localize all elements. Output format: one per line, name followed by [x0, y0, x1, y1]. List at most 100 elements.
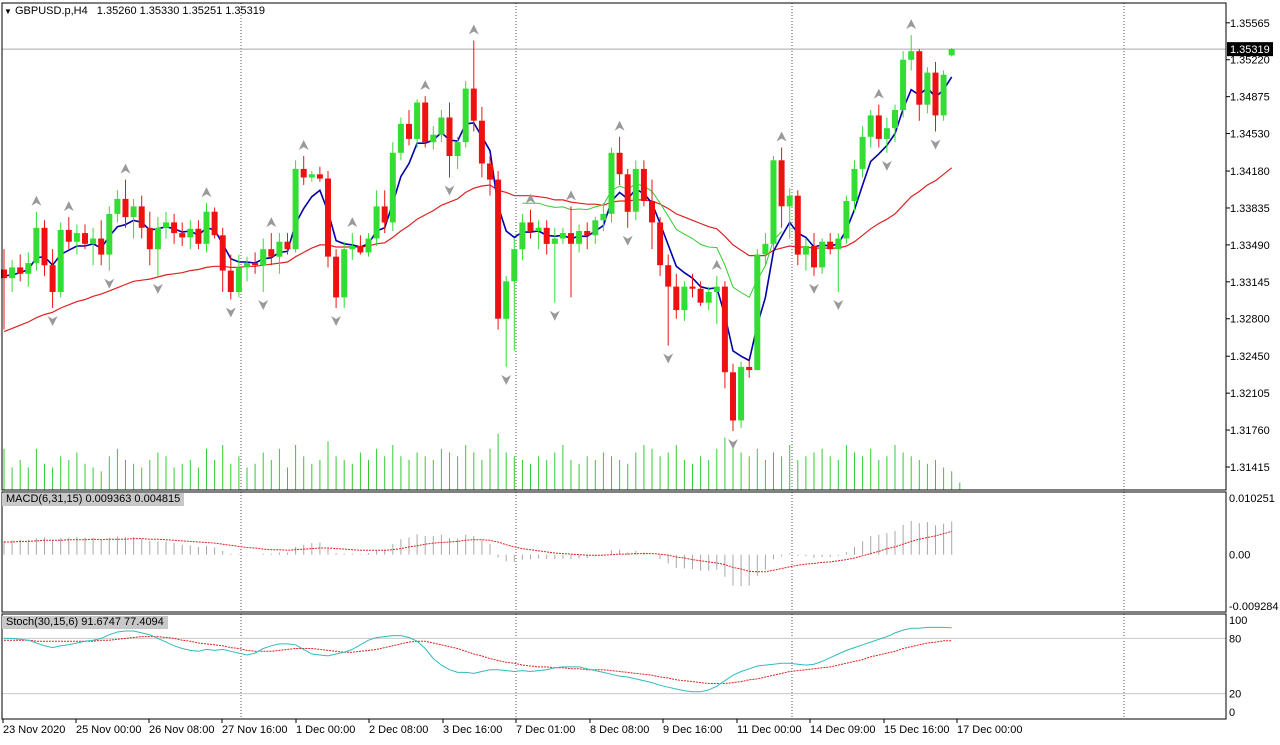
fractal-down-arrow-icon	[258, 299, 269, 310]
candle-body	[25, 263, 32, 274]
fractal-up-arrow-icon	[711, 259, 722, 270]
time-tick-label: 11 Dec 00:00	[737, 724, 802, 736]
candle-body	[875, 115, 882, 139]
candle-body	[478, 120, 485, 164]
candle-body	[414, 102, 421, 139]
candle-body	[122, 198, 129, 218]
time-tick-label: 25 Nov 00:00	[76, 724, 141, 736]
time-tick-label: 17 Dec 00:00	[957, 724, 1022, 736]
stoch-tick-label: 100	[1229, 615, 1247, 627]
candle-body	[446, 117, 453, 156]
time-tick-label: 14 Dec 09:00	[810, 724, 875, 736]
chart-menu-arrow-icon[interactable]: ▼	[4, 7, 12, 16]
macd-tick-label: -0.009284	[1229, 601, 1279, 613]
candle-body	[940, 74, 947, 116]
candle-body	[316, 174, 323, 179]
candle-body	[908, 51, 915, 60]
candle-body	[527, 222, 534, 231]
candle-body	[811, 246, 817, 268]
time-tick-label: 27 Nov 16:00	[222, 724, 287, 736]
fractal-down-arrow-icon	[47, 316, 58, 327]
ma-slow-line	[3, 167, 953, 333]
candle-body	[900, 59, 907, 110]
candle-body	[649, 201, 655, 223]
candle-body	[568, 233, 574, 244]
candle-body	[892, 110, 898, 129]
candle-body	[235, 267, 242, 292]
candle-body	[713, 286, 720, 292]
candle-body	[49, 265, 56, 292]
candle-body	[519, 222, 526, 250]
candle-body	[187, 228, 194, 238]
candle-body	[705, 292, 712, 303]
candle-body	[114, 198, 121, 214]
price-tick-label: 1.32450	[1230, 351, 1270, 363]
fractal-down-arrow-icon	[833, 299, 844, 310]
candle-body	[794, 195, 801, 255]
fractal-up-arrow-icon	[906, 19, 917, 30]
fractal-up-arrow-icon	[266, 217, 277, 228]
stochastic-panel[interactable]	[2, 626, 1226, 695]
candle-body	[138, 206, 145, 228]
price-tick-label: 1.31415	[1230, 462, 1270, 474]
fractal-up-arrow-icon	[63, 201, 74, 212]
candle-body	[82, 233, 88, 244]
candle-body	[689, 286, 696, 289]
ma-fast-line	[3, 76, 953, 362]
candle-body	[73, 233, 80, 242]
candle-body	[365, 238, 372, 253]
fractal-down-arrow-icon	[809, 283, 819, 294]
fractal-down-arrow-icon	[104, 278, 115, 289]
price-tick-label: 1.32800	[1230, 314, 1270, 326]
fractal-down-arrow-icon	[152, 283, 163, 294]
candle-body	[9, 267, 16, 279]
candle-body	[600, 213, 607, 221]
price-tick-label: 1.33145	[1230, 277, 1270, 289]
candle-body	[487, 163, 493, 180]
fractal-down-arrow-icon	[881, 160, 892, 171]
candle-body	[462, 88, 469, 143]
candle-body	[98, 238, 105, 255]
stoch-main-line	[4, 626, 952, 693]
candle-body	[341, 249, 348, 298]
candle-body	[673, 286, 680, 311]
candle-body	[397, 123, 404, 153]
volume-bars	[3, 433, 961, 490]
time-tick-label: 8 Dec 08:00	[590, 724, 649, 736]
stoch-label: Stoch(30,15,6) 91.6747 77.4094	[2, 616, 168, 629]
candlesticks[interactable]	[1, 35, 955, 432]
candle-body	[203, 211, 210, 244]
candle-body	[827, 241, 834, 250]
candle-body	[746, 366, 753, 371]
candle-body	[438, 117, 445, 135]
candle-body	[252, 263, 259, 266]
candle-body	[179, 233, 186, 238]
time-tick-label: 2 Dec 08:00	[369, 724, 428, 736]
candle-body	[284, 241, 291, 250]
candle-body	[932, 72, 939, 116]
candle-body	[171, 222, 178, 234]
candle-body	[90, 238, 97, 244]
candle-body	[721, 286, 728, 373]
price-tick-label: 1.31760	[1230, 425, 1270, 437]
candle-body	[1, 269, 7, 279]
candle-body	[762, 243, 769, 255]
fractal-up-arrow-icon	[525, 193, 536, 204]
price-tick-label: 1.34180	[1230, 166, 1270, 178]
fractal-down-arrow-icon	[331, 316, 342, 327]
fractal-up-arrow-icon	[31, 195, 42, 206]
candle-body	[65, 229, 72, 242]
candle-body	[430, 134, 437, 143]
fractal-down-arrow-icon	[930, 139, 941, 150]
macd-panel[interactable]	[3, 520, 953, 587]
fractal-down-arrow-icon	[501, 374, 512, 385]
time-tick-label: 23 Nov 2020	[3, 724, 65, 736]
fractal-arrows	[31, 19, 941, 450]
candle-body	[754, 254, 761, 371]
candle-body	[292, 168, 299, 250]
price-tick-label: 1.34530	[1230, 129, 1270, 141]
candle-body	[422, 102, 429, 143]
candle-body	[665, 265, 672, 287]
